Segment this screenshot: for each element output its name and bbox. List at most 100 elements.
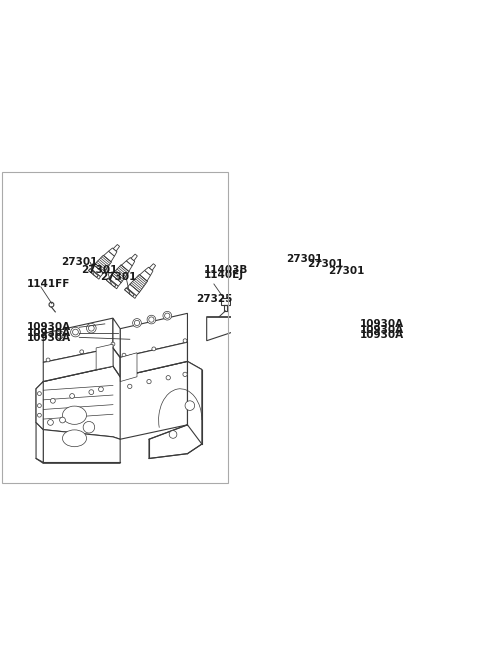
Polygon shape — [140, 271, 151, 281]
Polygon shape — [89, 269, 98, 277]
Text: 1141FF: 1141FF — [26, 279, 70, 289]
Circle shape — [183, 372, 187, 377]
Polygon shape — [277, 242, 286, 250]
Polygon shape — [43, 318, 113, 362]
Polygon shape — [131, 254, 137, 261]
Text: 1140EJ: 1140EJ — [204, 271, 244, 280]
Text: 10930A: 10930A — [360, 325, 404, 335]
Circle shape — [111, 342, 115, 346]
Polygon shape — [94, 255, 111, 273]
Polygon shape — [125, 288, 136, 299]
Circle shape — [46, 358, 50, 362]
Text: 10930A: 10930A — [26, 322, 71, 332]
Circle shape — [72, 329, 78, 335]
Polygon shape — [272, 265, 285, 272]
Circle shape — [57, 333, 63, 339]
Polygon shape — [91, 265, 104, 276]
Circle shape — [147, 315, 156, 324]
Polygon shape — [96, 344, 113, 369]
Text: 10930A: 10930A — [26, 333, 71, 343]
Text: 11403B: 11403B — [204, 265, 249, 274]
Circle shape — [49, 302, 54, 307]
Polygon shape — [36, 382, 43, 430]
Polygon shape — [274, 248, 287, 263]
Circle shape — [55, 331, 65, 341]
Circle shape — [60, 417, 65, 423]
Polygon shape — [290, 272, 301, 278]
Ellipse shape — [62, 406, 86, 424]
Text: 27325: 27325 — [196, 294, 232, 304]
Circle shape — [71, 328, 80, 337]
Circle shape — [48, 420, 53, 425]
Polygon shape — [144, 267, 153, 275]
Polygon shape — [322, 242, 326, 250]
Circle shape — [88, 326, 94, 331]
Polygon shape — [297, 248, 305, 256]
Polygon shape — [104, 251, 114, 262]
Polygon shape — [280, 236, 287, 242]
Polygon shape — [130, 274, 147, 292]
Text: 10930A: 10930A — [26, 328, 71, 337]
Text: 27301: 27301 — [100, 272, 136, 282]
Polygon shape — [126, 257, 135, 266]
Polygon shape — [89, 269, 100, 279]
Polygon shape — [310, 280, 322, 285]
Circle shape — [37, 392, 41, 396]
Circle shape — [37, 413, 41, 417]
Circle shape — [147, 379, 151, 384]
Polygon shape — [107, 278, 118, 289]
Ellipse shape — [62, 430, 86, 447]
Polygon shape — [113, 318, 120, 358]
Polygon shape — [108, 274, 121, 286]
Circle shape — [166, 375, 170, 380]
Polygon shape — [149, 362, 202, 458]
Polygon shape — [120, 342, 188, 377]
Polygon shape — [125, 288, 134, 297]
Circle shape — [50, 398, 55, 403]
Polygon shape — [292, 267, 304, 274]
Circle shape — [134, 320, 140, 326]
Polygon shape — [317, 255, 325, 263]
Polygon shape — [113, 244, 120, 251]
Circle shape — [70, 394, 74, 398]
Polygon shape — [36, 422, 43, 463]
Polygon shape — [319, 249, 326, 256]
Text: 10930A: 10930A — [360, 330, 404, 340]
Circle shape — [132, 318, 141, 328]
Polygon shape — [43, 430, 120, 463]
Text: 10930A: 10930A — [360, 320, 404, 329]
Polygon shape — [312, 274, 324, 280]
Polygon shape — [120, 313, 188, 358]
Polygon shape — [273, 261, 285, 267]
Polygon shape — [271, 266, 282, 272]
Polygon shape — [299, 242, 306, 250]
Circle shape — [128, 384, 132, 388]
Polygon shape — [293, 255, 306, 269]
Circle shape — [83, 421, 95, 433]
Circle shape — [37, 403, 41, 407]
Polygon shape — [36, 362, 202, 440]
Polygon shape — [221, 299, 230, 305]
Polygon shape — [283, 228, 286, 236]
Circle shape — [89, 390, 94, 394]
Polygon shape — [121, 261, 132, 271]
Circle shape — [183, 339, 187, 343]
Text: 27301: 27301 — [286, 253, 323, 263]
Polygon shape — [120, 353, 137, 382]
Circle shape — [152, 347, 156, 351]
Polygon shape — [311, 278, 324, 286]
Circle shape — [185, 401, 195, 411]
Circle shape — [163, 311, 171, 320]
Polygon shape — [302, 235, 305, 243]
Polygon shape — [43, 348, 113, 382]
Polygon shape — [108, 248, 117, 256]
Text: 27301: 27301 — [307, 259, 343, 269]
Text: 27301: 27301 — [328, 265, 364, 276]
Circle shape — [86, 324, 96, 333]
Polygon shape — [207, 316, 236, 341]
Text: 27301: 27301 — [81, 265, 117, 274]
Polygon shape — [149, 264, 156, 271]
Circle shape — [122, 353, 126, 357]
Polygon shape — [127, 284, 140, 296]
Polygon shape — [313, 261, 326, 276]
